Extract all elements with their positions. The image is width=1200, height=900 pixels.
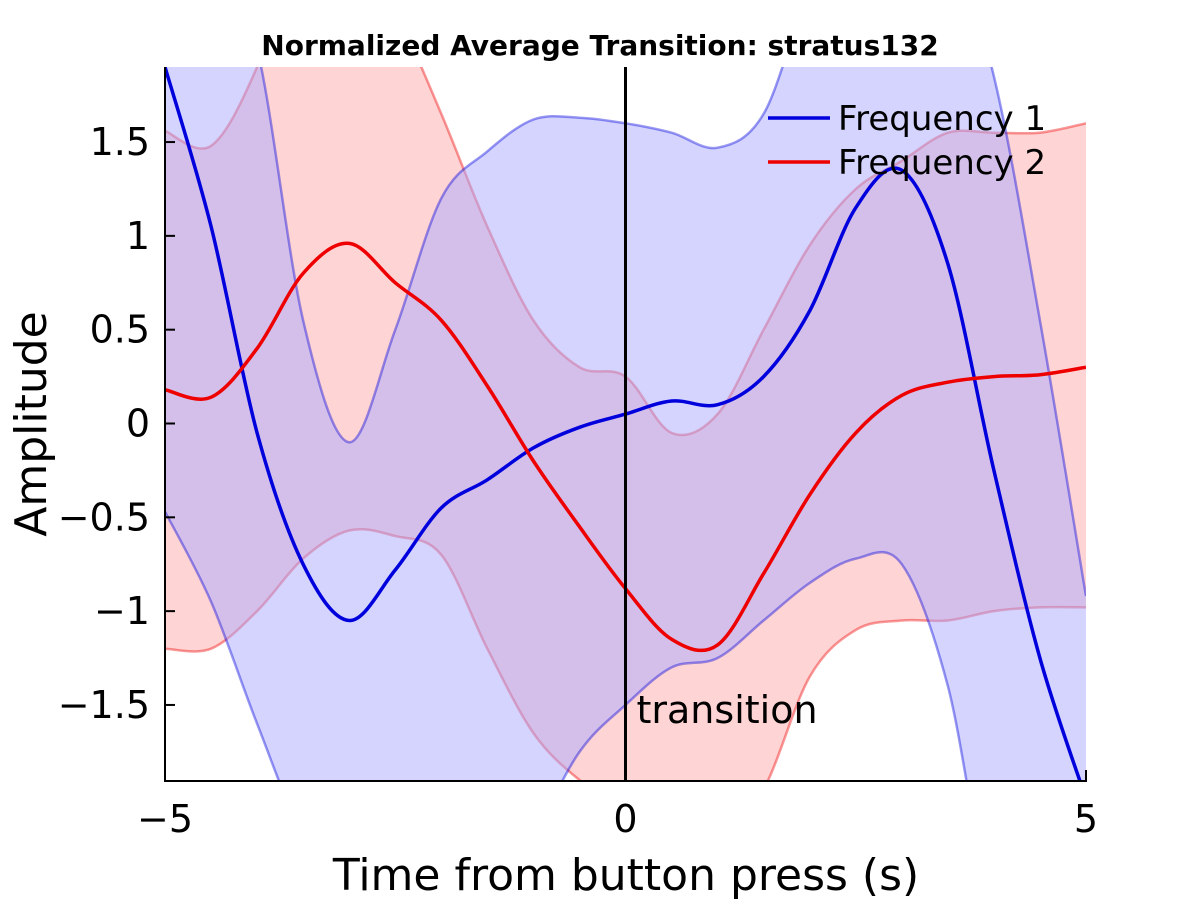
y-tick-label: −1.5: [58, 683, 150, 727]
y-tick-label: −1: [94, 589, 150, 633]
x-tick-label: 0: [613, 797, 637, 841]
legend-label-1: Frequency 1: [838, 99, 1046, 139]
band-lower-edge-1: [165, 511, 968, 780]
series-line-1: [165, 67, 1082, 780]
legend-label-2: Frequency 2: [838, 143, 1046, 183]
x-tick-label: 5: [1074, 797, 1098, 841]
y-tick-label: 1: [126, 214, 150, 258]
series-lines: [165, 67, 1086, 780]
series-line-2: [165, 241, 1086, 653]
x-ticks: −5 0 5: [137, 770, 1098, 841]
y-tick-label: 0: [126, 402, 150, 446]
y-tick-label: −0.5: [58, 495, 150, 539]
x-axis-label: Time from button press (s): [332, 850, 919, 900]
y-tick-label: 0.5: [90, 308, 150, 352]
y-axis-label: Amplitude: [6, 311, 57, 536]
chart-title: Normalized Average Transition: stratus13…: [261, 29, 938, 62]
y-tick-label: 1.5: [90, 120, 150, 164]
y-ticks: −1.5 −1 −0.5 0 0.5 1 1.5: [58, 120, 175, 727]
transition-label: transition: [637, 688, 818, 732]
x-tick-label: −5: [137, 797, 193, 841]
